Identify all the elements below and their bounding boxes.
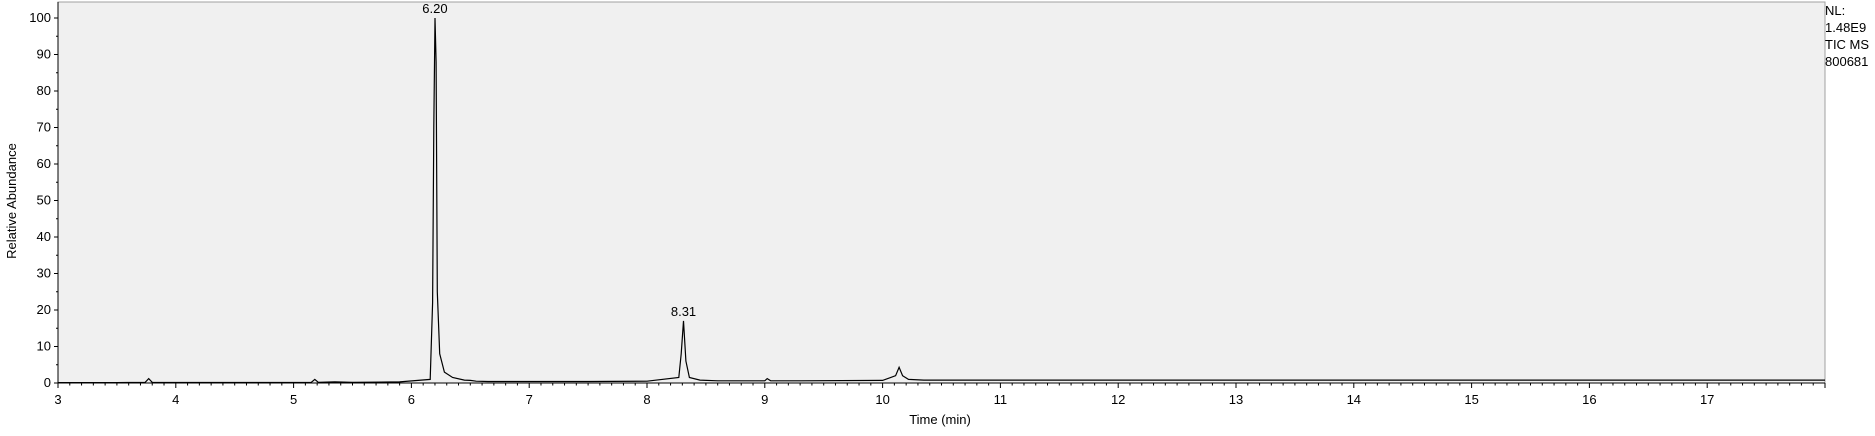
y-axis: 0 10 20 30 40 50 60 70 80 90 100 bbox=[29, 2, 59, 390]
x-tick-label: 12 bbox=[1111, 392, 1125, 407]
y-tick-label: 20 bbox=[37, 302, 51, 317]
nl-value: 1.48E9 bbox=[1825, 20, 1867, 35]
x-tick-label: 16 bbox=[1582, 392, 1596, 407]
x-tick-label: 15 bbox=[1464, 392, 1478, 407]
x-tick-label: 13 bbox=[1229, 392, 1243, 407]
tic-trace bbox=[58, 17, 1825, 384]
plot-area bbox=[57, 1, 1826, 384]
y-tick-label: 40 bbox=[37, 229, 51, 244]
x-tick-label: 10 bbox=[875, 392, 889, 407]
y-tick-label: 30 bbox=[37, 266, 51, 281]
y-tick-label: 10 bbox=[37, 339, 51, 354]
y-tick-label: 70 bbox=[37, 120, 51, 135]
x-tick-label: 8 bbox=[643, 392, 650, 407]
x-tick-label: 5 bbox=[290, 392, 297, 407]
x-tick-label: 3 bbox=[54, 392, 61, 407]
x-tick-label: 9 bbox=[761, 392, 768, 407]
x-tick-label: 4 bbox=[172, 392, 179, 407]
y-tick-label: 0 bbox=[44, 375, 51, 390]
y-tick-label: 90 bbox=[37, 47, 51, 62]
x-axis: 3 4 5 6 7 8 9 10 11 12 13 14 15 16 17 bbox=[54, 382, 1826, 407]
x-tick-label: 7 bbox=[526, 392, 533, 407]
nl-label: NL: bbox=[1825, 3, 1846, 18]
y-tick-label: 60 bbox=[37, 156, 51, 171]
x-tick-label: 17 bbox=[1700, 392, 1714, 407]
x-tick-label: 6 bbox=[408, 392, 415, 407]
peak-labels: 6.20 8.31 bbox=[422, 1, 696, 319]
y-tick-label: 80 bbox=[37, 83, 51, 98]
x-tick-label: 11 bbox=[994, 392, 1008, 407]
peak-label: 8.31 bbox=[671, 304, 696, 319]
y-axis-title: Relative Abundance bbox=[4, 143, 19, 259]
y-tick-label: 100 bbox=[29, 10, 51, 25]
file-name: 800681 bbox=[1825, 54, 1869, 69]
x-axis-title: Time (min) bbox=[909, 412, 971, 427]
trace-info-panel: NL: 1.48E9 TIC MS 800681 bbox=[1825, 2, 1875, 70]
x-tick-label: 14 bbox=[1347, 392, 1361, 407]
scan-type: TIC MS bbox=[1825, 37, 1870, 52]
y-tick-label: 50 bbox=[37, 193, 51, 208]
peak-label: 6.20 bbox=[422, 1, 447, 16]
